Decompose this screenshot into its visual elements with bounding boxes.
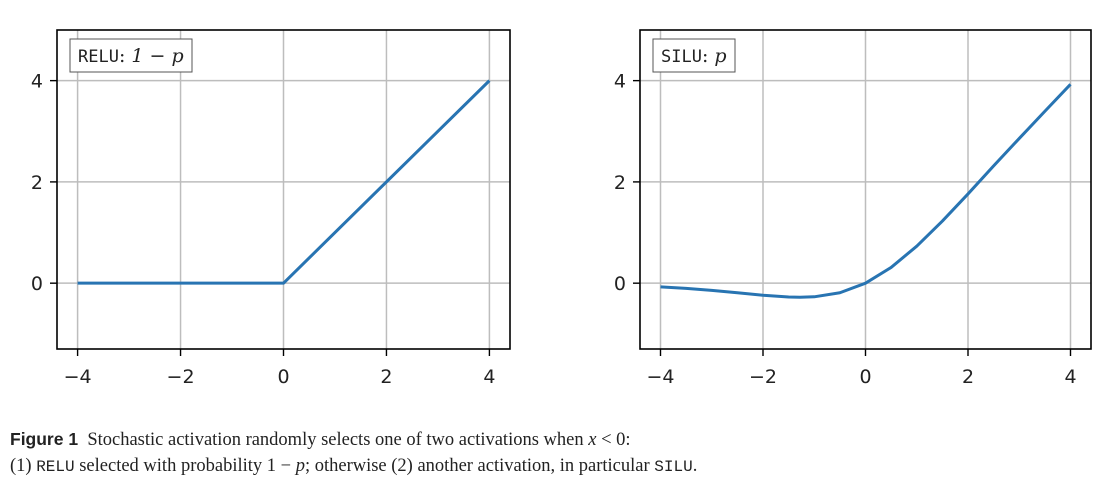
caption-text-2d: .: [692, 456, 698, 476]
legend: SILU: p: [652, 38, 736, 73]
legend-box: [69, 38, 193, 73]
legend-label: SILU: p: [661, 45, 727, 67]
caption-math-x: x: [588, 430, 597, 450]
caption-figure-label: Figure 1: [10, 429, 79, 449]
y-tick-label: 2: [614, 172, 626, 194]
y-tick-label: 0: [31, 273, 43, 295]
caption-text-2a: (1): [10, 456, 37, 476]
caption-text-1: Stochastic activation randomly selects o…: [87, 430, 589, 450]
y-tick-label: 4: [614, 71, 626, 93]
caption-math-rest: < 0:: [596, 430, 631, 450]
x-tick-label: 4: [483, 366, 495, 388]
caption-silu: SILU: [654, 458, 693, 476]
x-tick-label: 4: [1064, 366, 1076, 388]
caption-text-2c: ; otherwise (2) another activation, in p…: [304, 456, 655, 476]
x-tick-label: −4: [646, 366, 674, 388]
caption-relu: RELU: [36, 458, 75, 476]
y-tick-label: 4: [31, 71, 43, 93]
figure-caption: Figure 1 Stochastic activation randomly …: [10, 426, 1105, 480]
x-tick-label: 2: [380, 366, 392, 388]
x-tick-label: 0: [859, 366, 871, 388]
caption-math-1-minus: 1 −: [266, 456, 296, 476]
legend: RELU: 1 − p: [69, 38, 193, 73]
chart-2: SILU: p −4 −2 0 2 4 0 2 4: [614, 29, 1092, 388]
y-tick-label: 0: [614, 273, 626, 295]
y-tick-label: 2: [31, 172, 43, 194]
x-tick-label: −2: [167, 366, 195, 388]
x-tick-label: −2: [749, 366, 777, 388]
caption-line-1: Figure 1 Stochastic activation randomly …: [10, 426, 1105, 453]
legend-box: [652, 38, 736, 73]
x-tick-label: −4: [64, 366, 92, 388]
caption-math-p: p: [295, 456, 305, 476]
x-tick-label: 0: [277, 366, 289, 388]
caption-line-2: (1) RELU selected with probability 1 − p…: [10, 453, 1105, 480]
legend-label: RELU: 1 − p: [78, 45, 184, 67]
series-line-1: [77, 79, 491, 285]
x-tick-label: 2: [962, 366, 974, 388]
figure-charts: RELU: 1 − p −4 −2 0 2 4 0 2 4 SILU: p −4 −2 0 2 4 0 2 4: [31, 29, 1092, 388]
chart-1: RELU: 1 − p −4 −2 0 2 4 0 2 4: [31, 29, 511, 388]
series-line-1: [660, 83, 1072, 299]
caption-text-2b: selected with probability: [74, 456, 267, 476]
